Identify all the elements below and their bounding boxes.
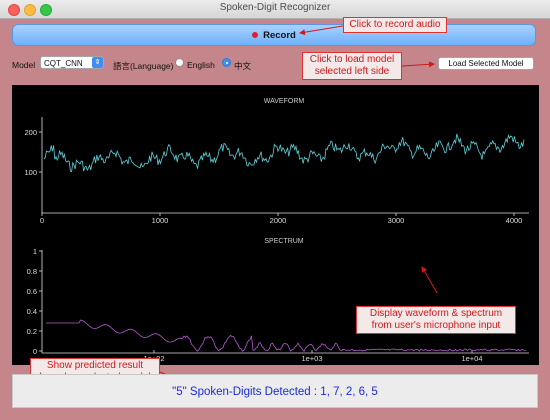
waveform-x-tick-label: 3000 (388, 216, 405, 225)
chinese-radio-label: 中文 (234, 61, 252, 71)
spectrum-y-tick-label: 0 (33, 347, 37, 356)
result-panel (12, 374, 538, 408)
title-bar: Spoken-Digit Recognizer (0, 0, 550, 19)
language-label: 語言(Language) (113, 61, 174, 71)
load-model-button[interactable]: Load Selected Model (438, 57, 534, 70)
record-button[interactable]: Record (12, 24, 536, 46)
spectrum-y-tick-label: 0.6 (27, 287, 37, 296)
model-select-value: CQT_CNN (44, 59, 83, 68)
result-text: "5" Spoken-Digits Detected : 1, 7, 2, 6,… (172, 386, 378, 398)
select-arrows-icon: ⇕ (92, 57, 103, 68)
spectrum-title: SPECTRUM (264, 238, 303, 245)
plots-svg: WAVEFORM 200 100 0 1000 2000 3000 4000 SPECTR… (24, 98, 529, 363)
model-select[interactable]: CQT_CNN ⇕ (40, 56, 104, 69)
record-dot-icon (252, 32, 259, 38)
close-window-button[interactable] (8, 4, 20, 16)
waveform-x-tick-label: 4000 (506, 216, 523, 225)
spectrum-x-tick-label: 1e+04 (461, 354, 482, 363)
chinese-radio[interactable] (222, 58, 231, 67)
load-model-arrow (401, 61, 435, 68)
waveform-x-tick-label: 1000 (152, 216, 169, 225)
spectrum-line (46, 319, 527, 353)
waveform-y-tick-label: 100 (24, 168, 37, 177)
waveform-title: WAVEFORM (264, 98, 305, 105)
spectrum-x-tick-label: 1e+03 (301, 354, 322, 363)
spectrum-y-tick-label: 0.2 (27, 327, 37, 336)
waveform-line (43, 133, 525, 173)
waveform-x-tick-label: 2000 (270, 216, 287, 225)
load-model-annotation: Click to load model selected left side (302, 52, 402, 80)
spectrum-y-tick-label: 0.8 (27, 267, 37, 276)
window-title: Spoken-Digit Recognizer (219, 2, 331, 13)
record-button-label: Record (263, 29, 296, 41)
maximize-window-button[interactable] (40, 4, 52, 16)
english-radio[interactable] (175, 58, 184, 67)
display-annotation: Display waveform & spectrum from user's … (356, 306, 516, 334)
model-label: Model (12, 60, 36, 70)
spectrum-y-tick-label: 0.4 (27, 307, 37, 316)
spectrum-y-tick-label: 1 (33, 247, 37, 256)
waveform-y-tick-label: 200 (24, 128, 37, 137)
waveform-x-tick-label: 0 (40, 216, 44, 225)
english-radio-label: English (187, 60, 215, 70)
record-annotation: Click to record audio (343, 17, 447, 33)
minimize-window-button[interactable] (24, 4, 36, 16)
